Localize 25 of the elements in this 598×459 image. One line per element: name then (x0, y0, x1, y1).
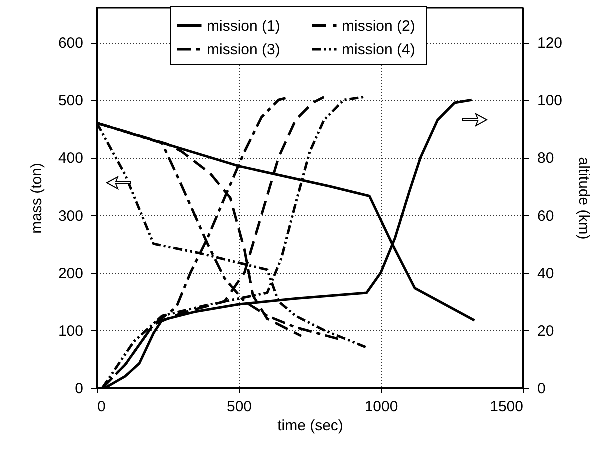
y2-tick-label: 40 (538, 265, 554, 282)
y2-tick-label: 60 (538, 208, 554, 225)
y-tick-label: 500 (58, 92, 84, 110)
y-axis-title: mass (ton) (28, 163, 46, 234)
x-tick-label: 1500 (490, 398, 524, 416)
x-axis-title: time (sec) (278, 418, 344, 434)
legend-label: mission (2) (342, 18, 416, 35)
y-tick-label: 0 (75, 380, 84, 398)
y-tick-label: 400 (58, 150, 84, 168)
x-tick-label: 0 (98, 398, 106, 416)
x-tick-label: 500 (226, 398, 252, 416)
y2-tick-label: 80 (538, 150, 554, 168)
y2-tick-label: 100 (538, 92, 563, 110)
y2-tick-label: 120 (538, 35, 563, 52)
x-tick-label: 1000 (364, 398, 398, 416)
y2-tick-label: 0 (538, 380, 546, 398)
y-tick-label: 600 (58, 35, 84, 52)
y-tick-label: 300 (58, 208, 84, 225)
y2-tick-label: 20 (538, 322, 554, 340)
y-tick-label: 100 (58, 322, 84, 340)
y2-axis-title: altitude (km) (576, 157, 593, 240)
legend-label: mission (1) (207, 18, 280, 35)
legend-label: mission (3) (207, 42, 280, 58)
legend-label: mission (4) (342, 42, 416, 58)
y-tick-label: 200 (58, 265, 84, 282)
